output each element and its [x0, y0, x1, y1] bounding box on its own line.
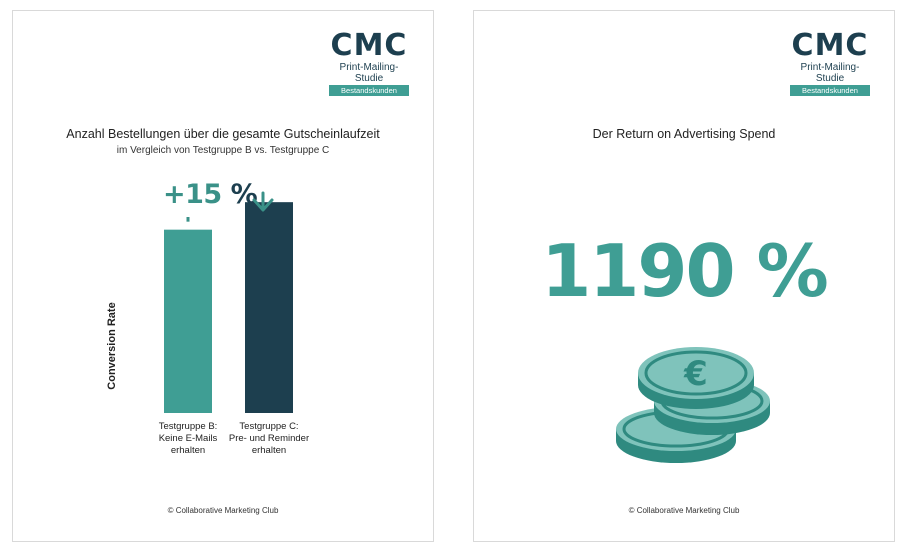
logo-badge: Bestandskunden — [329, 85, 409, 96]
logo-sub: Print-Mailing-Studie — [339, 62, 399, 84]
roas-title: Der Return on Advertising Spend — [592, 127, 776, 141]
category-label-1: Testgruppe B: Keine E-Mails erhalten — [158, 421, 218, 456]
coin-top: € — [638, 347, 754, 409]
euro-symbol: € — [683, 354, 708, 394]
delta-annotation: +15 % — [163, 179, 258, 210]
footer-copyright: © Collaborative Marketing Club — [167, 506, 279, 515]
cmc-logo: CMC Print-Mailing-Studie Bestandskunden — [790, 31, 870, 96]
left-panel: CMC Print-Mailing-Studie Bestandskunden … — [12, 10, 434, 542]
logo-badge: Bestandskunden — [790, 85, 870, 96]
footer-copyright: © Collaborative Marketing Club — [628, 506, 740, 515]
category-label-2: Testgruppe C: Pre- und Reminder erhalten — [228, 421, 310, 456]
logo-main: CMC — [330, 28, 408, 63]
euro-coins-stack-icon: € — [616, 347, 770, 463]
cmc-logo: CMC Print-Mailing-Studie Bestandskunden — [329, 31, 409, 96]
delta-value: +15 — [163, 179, 222, 210]
arrow-down-icon — [252, 191, 274, 212]
chart-subtitle: im Vergleich von Testgruppe B vs. Testgr… — [116, 145, 330, 156]
logo-main: CMC — [791, 28, 869, 63]
bar-chart — [164, 191, 293, 413]
bar-1 — [164, 229, 212, 413]
bar-2 — [245, 202, 293, 413]
roas-value: 1190 % — [541, 229, 829, 313]
chart-title: Anzahl Bestellungen über die gesamte Gut… — [66, 127, 380, 141]
right-panel: CMC Print-Mailing-Studie Bestandskunden … — [473, 10, 895, 542]
logo-sub: Print-Mailing-Studie — [800, 62, 860, 84]
